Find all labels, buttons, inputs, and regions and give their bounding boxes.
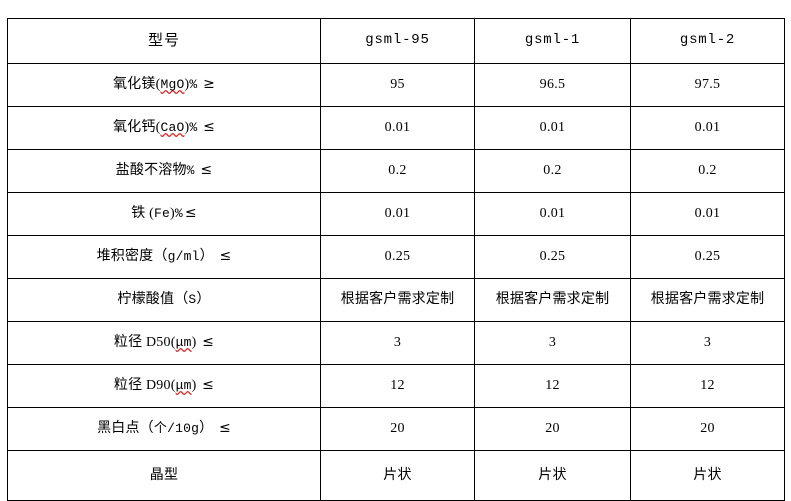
row-label-cjk: 黑白点 [97, 421, 140, 437]
header-cell-col-2: gsml-1 [474, 18, 631, 64]
row-label-cjk: 盐酸不溶物 [115, 163, 187, 179]
cell-value: 片状 [474, 450, 631, 501]
cell-value: 0.01 [630, 192, 785, 236]
cell-value: 片状 [320, 450, 475, 501]
row-label-unit: 个/10g [153, 421, 200, 437]
table-row: 粒径 D50(μm) ≤ 3 3 3 [7, 321, 785, 365]
table-row: 黑白点（个/10g） ≤ 20 20 20 [7, 407, 785, 451]
row-label-d90: 粒径 D90(μm) ≤ [7, 364, 321, 408]
row-label-unit: % [174, 206, 183, 222]
row-label-crystal-form: 晶型 [7, 450, 321, 501]
cell-value: 20 [320, 407, 475, 451]
cell-value: 3 [320, 321, 475, 365]
row-label-cjk: 铁 [131, 206, 146, 222]
table-row: 堆积密度（g/ml） ≤ 0.25 0.25 0.25 [7, 235, 785, 279]
specification-table-container: 型号 gsml-95 gsml-1 gsml-2 氧化镁(MgO)% ≥ 95 … [7, 18, 785, 501]
row-label-unit: % [186, 163, 195, 179]
comparator-icon: ≤ [184, 205, 197, 222]
cell-value: 12 [474, 364, 631, 408]
row-label-bulk-density: 堆积密度（g/ml） ≤ [7, 235, 321, 279]
header-cell-model: 型号 [7, 18, 321, 64]
cell-value: 0.25 [630, 235, 785, 279]
cell-value: 0.25 [320, 235, 475, 279]
cell-value: 3 [630, 321, 785, 365]
comparator-icon: ≤ [200, 162, 213, 179]
cell-value: 0.2 [320, 149, 475, 193]
row-label-unit: μm [175, 335, 192, 351]
specification-table: 型号 gsml-95 gsml-1 gsml-2 氧化镁(MgO)% ≥ 95 … [7, 18, 785, 501]
row-label-unit: g/ml [167, 249, 200, 265]
row-label-acid-insoluble: 盐酸不溶物% ≤ [7, 149, 321, 193]
comparator-icon: ≤ [203, 119, 216, 136]
cell-value: 3 [474, 321, 631, 365]
cell-value: 0.01 [630, 106, 785, 150]
row-label-cjk: 粒径 D90 [113, 378, 171, 394]
row-label-unit: S [188, 292, 197, 308]
table-row: 柠檬酸值（S） 根据客户需求定制 根据客户需求定制 根据客户需求定制 [7, 278, 785, 322]
cell-value: 0.2 [474, 149, 631, 193]
cell-value: 0.25 [474, 235, 631, 279]
comparator-icon: ≥ [203, 76, 216, 93]
cell-value: 0.01 [474, 192, 631, 236]
row-label-black-white-spots: 黑白点（个/10g） ≤ [7, 407, 321, 451]
cell-value: 根据客户需求定制 [630, 278, 785, 322]
header-cell-col-3: gsml-2 [630, 18, 785, 64]
cell-value: 96.5 [474, 63, 631, 107]
table-row: 盐酸不溶物% ≤ 0.2 0.2 0.2 [7, 149, 785, 193]
cell-value: 根据客户需求定制 [320, 278, 475, 322]
table-row: 氧化钙(CaO)% ≤ 0.01 0.01 0.01 [7, 106, 785, 150]
cell-value: 12 [320, 364, 475, 408]
comparator-icon: ≤ [202, 334, 215, 351]
comparator-icon: ≤ [219, 248, 232, 265]
cell-value: 片状 [630, 450, 785, 501]
row-label-mgo: 氧化镁(MgO)% ≥ [7, 63, 321, 107]
cell-value: 0.2 [630, 149, 785, 193]
header-cell-col-1: gsml-95 [320, 18, 475, 64]
comparator-icon: ≤ [202, 377, 215, 394]
row-label-cjk: 堆积密度 [96, 249, 154, 265]
comparator-icon: ≤ [219, 420, 231, 437]
row-label-unit: μm [175, 378, 192, 394]
cell-value: 0.01 [320, 192, 475, 236]
cell-value: 根据客户需求定制 [474, 278, 631, 322]
row-label-unit: % [189, 77, 198, 93]
table-row: 铁 (Fe)% ≤ 0.01 0.01 0.01 [7, 192, 785, 236]
cell-value: 20 [474, 407, 631, 451]
row-label-formula: Fe [153, 206, 170, 222]
row-label-d50: 粒径 D50(μm) ≤ [7, 321, 321, 365]
table-row: 晶型 片状 片状 片状 [7, 450, 785, 501]
row-label-cjk: 氧化钙 [112, 120, 156, 136]
row-label-cjk: 氧化镁 [112, 77, 156, 93]
row-label-citric-acid: 柠檬酸值（S） [7, 278, 321, 322]
row-label-unit: % [189, 120, 198, 136]
cell-value: 20 [630, 407, 785, 451]
cell-value: 95 [320, 63, 475, 107]
table-header-row: 型号 gsml-95 gsml-1 gsml-2 [7, 18, 785, 64]
cell-value: 97.5 [630, 63, 785, 107]
cell-value: 12 [630, 364, 785, 408]
row-label-cjk: 柠檬酸值 [117, 292, 175, 308]
row-label-iron: 铁 (Fe)% ≤ [7, 192, 321, 236]
cell-value: 0.01 [474, 106, 631, 150]
table-row: 粒径 D90(μm) ≤ 12 12 12 [7, 364, 785, 408]
table-row: 氧化镁(MgO)% ≥ 95 96.5 97.5 [7, 63, 785, 107]
cell-value: 0.01 [320, 106, 475, 150]
row-label-cao: 氧化钙(CaO)% ≤ [7, 106, 321, 150]
row-label-cjk: 粒径 D50 [113, 335, 171, 351]
row-label-formula: CaO [160, 120, 185, 136]
row-label-formula: MgO [160, 77, 185, 93]
